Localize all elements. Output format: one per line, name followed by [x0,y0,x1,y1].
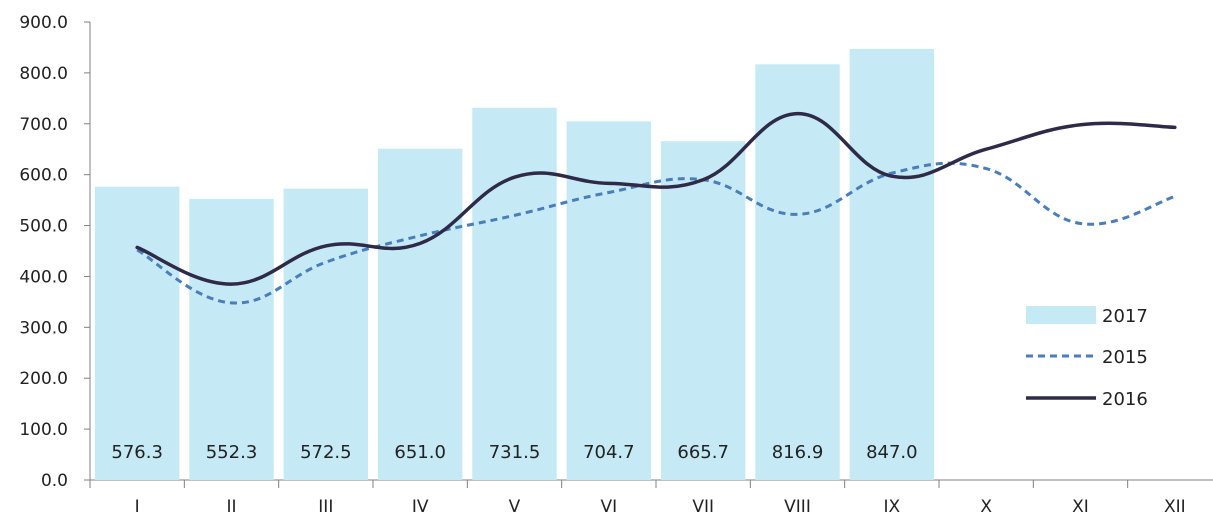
bar-data-label: 665.7 [677,442,729,463]
bar [566,121,652,481]
x-tick-label: VI [601,497,618,515]
x-tick-label: VII [692,497,714,515]
bar [94,186,180,480]
x-tick-label: I [135,497,140,515]
legend-label: 2015 [1102,347,1148,368]
bar-data-label: 847.0 [866,442,918,463]
x-tick-label: VIII [784,497,811,515]
x-tick-label: XI [1072,497,1089,515]
legend-label: 2017 [1102,306,1148,327]
legend-swatch [1026,306,1096,324]
bar [849,48,935,481]
bar-data-label: 651.0 [394,442,446,463]
x-tick-label: XII [1164,497,1186,515]
x-tick-label: III [318,497,333,515]
line-2015 [136,161,1176,305]
bar [660,141,746,480]
y-tick-label: 100.0 [19,420,68,440]
x-axis: I II III IV V VI VII VIII IX X XI XII [89,479,1213,515]
x-tick-label: IX [883,497,900,515]
y-tick-label: 500.0 [19,217,68,237]
bar-data-label: 576.3 [111,442,163,463]
y-tick-label: 700.0 [19,115,68,135]
line-series [135,111,1177,305]
y-tick-label: 200.0 [19,369,68,389]
bar [189,198,274,480]
bar-data-label: 704.7 [583,442,635,463]
bar-series-2017: 576.3 552.3 572.5 651.0 731.5 704.7 665.7 816.9… [94,48,935,481]
x-tick-label: IV [412,497,429,515]
legend: 2017 2015 2016 [1026,306,1148,410]
y-tick-label: 300.0 [19,318,68,338]
x-tick-label: X [980,497,992,515]
bar [283,188,369,480]
bar-data-label: 731.5 [489,442,541,463]
y-tick-label: 800.0 [19,64,68,84]
y-axis: 0.0 100.0 200.0 300.0 400.0 500.0 600.0 700.0 80… [19,13,91,491]
bar-data-label: 816.9 [772,442,824,463]
bar [755,64,840,480]
line-2016 [135,111,1177,286]
y-tick-label: 900.0 [19,13,68,33]
y-tick-label: 0.0 [41,471,68,491]
y-tick-label: 600.0 [19,166,68,186]
bar-data-label: 572.5 [300,442,352,463]
bar [377,148,463,481]
x-tick-label: II [226,497,236,515]
x-tick-label: V [509,497,521,515]
legend-label: 2016 [1102,389,1148,410]
bar [472,107,557,481]
bar-data-label: 552.3 [206,442,258,463]
y-tick-label: 400.0 [19,267,68,287]
